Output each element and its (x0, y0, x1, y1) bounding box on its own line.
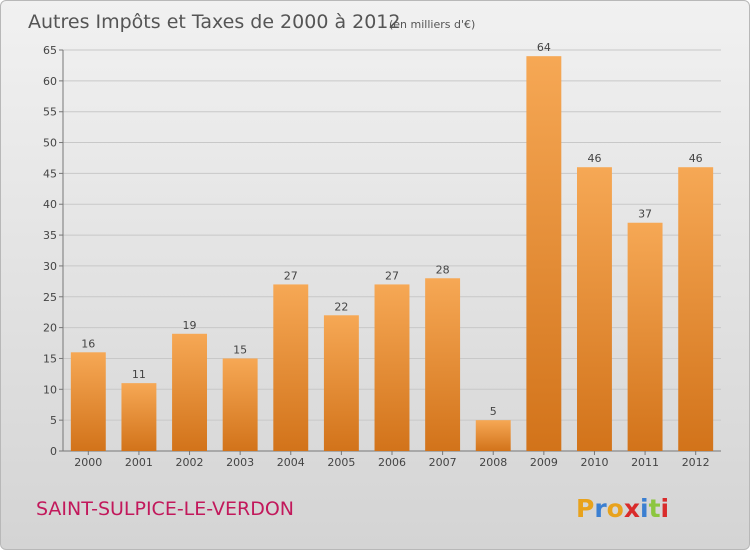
value-label-2004: 27 (284, 269, 298, 282)
y-tick-label: 50 (43, 137, 57, 150)
x-tick-label-2008: 2008 (479, 456, 507, 469)
chart-subtitle: (en milliers d'€) (389, 18, 475, 31)
value-label-2006: 27 (385, 269, 399, 282)
value-label-2010: 46 (587, 152, 601, 165)
y-tick-label: 40 (43, 198, 57, 211)
x-tick-label-2000: 2000 (74, 456, 102, 469)
bar-2002 (172, 333, 208, 451)
value-label-2000: 16 (81, 337, 95, 350)
bar-2010 (576, 167, 612, 451)
y-tick-label: 5 (50, 414, 57, 427)
y-tick-label: 25 (43, 291, 57, 304)
labels: 0 5 10 15 20 25 30 35 40 45 50 55 60 65 16 2000 11 2001 19… (43, 41, 710, 469)
y-tick-label: 15 (43, 352, 57, 365)
y-tick-label: 60 (43, 75, 57, 88)
y-tick-label: 10 (43, 383, 57, 396)
y-tick-label: 65 (43, 44, 57, 57)
bar-2007 (425, 278, 461, 451)
value-label-2007: 28 (436, 263, 450, 276)
x-tick-label-2005: 2005 (327, 456, 355, 469)
value-label-2005: 22 (334, 300, 348, 313)
bar-2011 (627, 222, 663, 451)
value-label-2003: 15 (233, 343, 247, 356)
bar-2006 (374, 284, 410, 451)
x-tick-label-2010: 2010 (580, 456, 608, 469)
logo-letter: x (624, 494, 640, 523)
bar-2009 (526, 56, 562, 452)
x-tick-label-2007: 2007 (429, 456, 457, 469)
bar-2008 (475, 420, 511, 451)
bar-2012 (678, 167, 714, 451)
bars (70, 56, 714, 452)
logo-letter: i (640, 494, 649, 523)
value-label-2009: 64 (537, 41, 551, 54)
x-tick-label-2002: 2002 (176, 456, 204, 469)
x-tick-label-2001: 2001 (125, 456, 153, 469)
logo-letter: i (661, 494, 670, 523)
bar-2005 (323, 315, 359, 451)
logo-letter: o (607, 494, 624, 523)
y-tick-label: 0 (50, 445, 57, 458)
x-tick-label-2012: 2012 (682, 456, 710, 469)
y-tick-label: 55 (43, 106, 57, 119)
chart-title: Autres Impôts et Taxes de 2000 à 2012 (28, 11, 401, 33)
value-label-2002: 19 (183, 319, 197, 332)
proxiti-logo: Proxiti (576, 494, 669, 523)
value-label-2011: 37 (638, 208, 652, 221)
x-tick-label-2003: 2003 (226, 456, 254, 469)
value-label-2001: 11 (132, 368, 146, 381)
logo-letter: P (576, 494, 594, 523)
x-tick-label-2011: 2011 (631, 456, 659, 469)
bar-2000 (70, 352, 106, 451)
y-tick-label: 20 (43, 322, 57, 335)
bar-2003 (222, 358, 258, 451)
logo-letter: t (649, 494, 661, 523)
logo-letter: r (594, 494, 607, 523)
commune-name: SAINT-SULPICE-LE-VERDON (36, 498, 294, 520)
x-tick-label-2006: 2006 (378, 456, 406, 469)
y-tick-label: 30 (43, 260, 57, 273)
y-tick-label: 45 (43, 167, 57, 180)
value-label-2008: 5 (490, 405, 497, 418)
x-tick-label-2004: 2004 (277, 456, 305, 469)
value-label-2012: 46 (689, 152, 703, 165)
bar-2001 (121, 383, 157, 451)
y-tick-label: 35 (43, 229, 57, 242)
x-tick-label-2009: 2009 (530, 456, 558, 469)
bar-2004 (273, 284, 309, 451)
